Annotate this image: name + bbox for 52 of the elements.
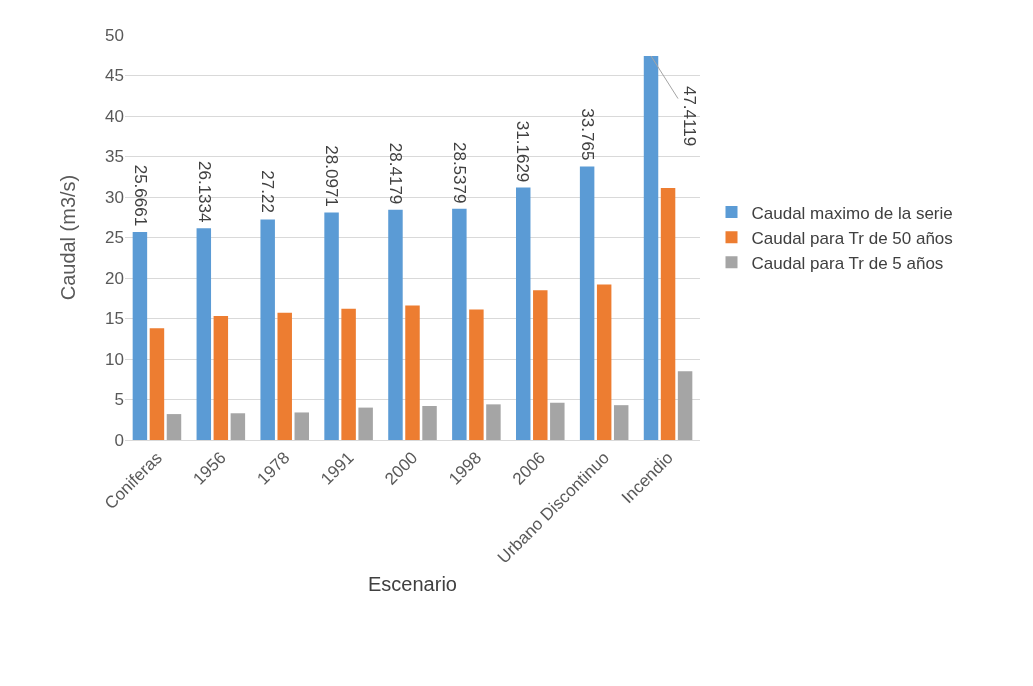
legend-label: Caudal maximo de la serie [751, 203, 953, 223]
data-label: 28.0971 [322, 145, 342, 207]
bar [452, 208, 467, 440]
data-label: 26.1334 [194, 161, 214, 223]
bar [166, 414, 182, 440]
y-tick-label: 50 [105, 25, 124, 45]
y-tick-label: 45 [105, 66, 124, 86]
data-label: 31.1629 [513, 120, 533, 183]
bar [677, 371, 693, 440]
bar [196, 228, 212, 440]
y-axis-title: Caudal (m3/s) [57, 174, 79, 301]
y-tick-label: 0 [114, 430, 124, 450]
y-tick-label: 20 [105, 268, 124, 288]
bar [516, 187, 531, 440]
bar [277, 312, 292, 440]
legend-label: Caudal para Tr de 5 años [751, 253, 944, 273]
data-label: 25.6661 [130, 164, 150, 227]
y-tick-label: 35 [105, 147, 124, 167]
bar [596, 284, 612, 440]
bar [422, 405, 437, 440]
bar [613, 405, 629, 440]
y-tick-label: 5 [114, 390, 124, 410]
bar [660, 188, 676, 440]
bar [469, 309, 484, 440]
bar [260, 219, 275, 440]
bar [550, 402, 565, 440]
bar [486, 404, 501, 440]
data-label: 27.22 [257, 170, 277, 213]
bar [358, 407, 373, 440]
y-tick-label: 10 [105, 349, 124, 369]
bar [294, 412, 309, 440]
bar [388, 209, 403, 440]
y-tick-label: 30 [105, 187, 124, 207]
bar [533, 290, 548, 440]
data-label: 28.5379 [449, 141, 469, 204]
bar [341, 308, 356, 440]
y-tick-label: 40 [105, 106, 124, 126]
bar [324, 212, 339, 440]
y-tick-label: 25 [105, 228, 124, 248]
legend-label: Caudal para Tr de 50 años [751, 228, 953, 248]
bar [405, 305, 420, 440]
data-label: 28.4179 [385, 142, 405, 205]
data-label: 33.765 [577, 108, 597, 161]
x-axis-title: Escenario [368, 572, 457, 595]
bar [132, 232, 148, 440]
bar [213, 316, 229, 440]
bar [149, 328, 165, 440]
data-label: 47.4119 [679, 85, 699, 147]
bar [230, 413, 246, 440]
bar [579, 166, 595, 440]
y-tick-label: 15 [105, 309, 124, 329]
bar [643, 55, 659, 440]
